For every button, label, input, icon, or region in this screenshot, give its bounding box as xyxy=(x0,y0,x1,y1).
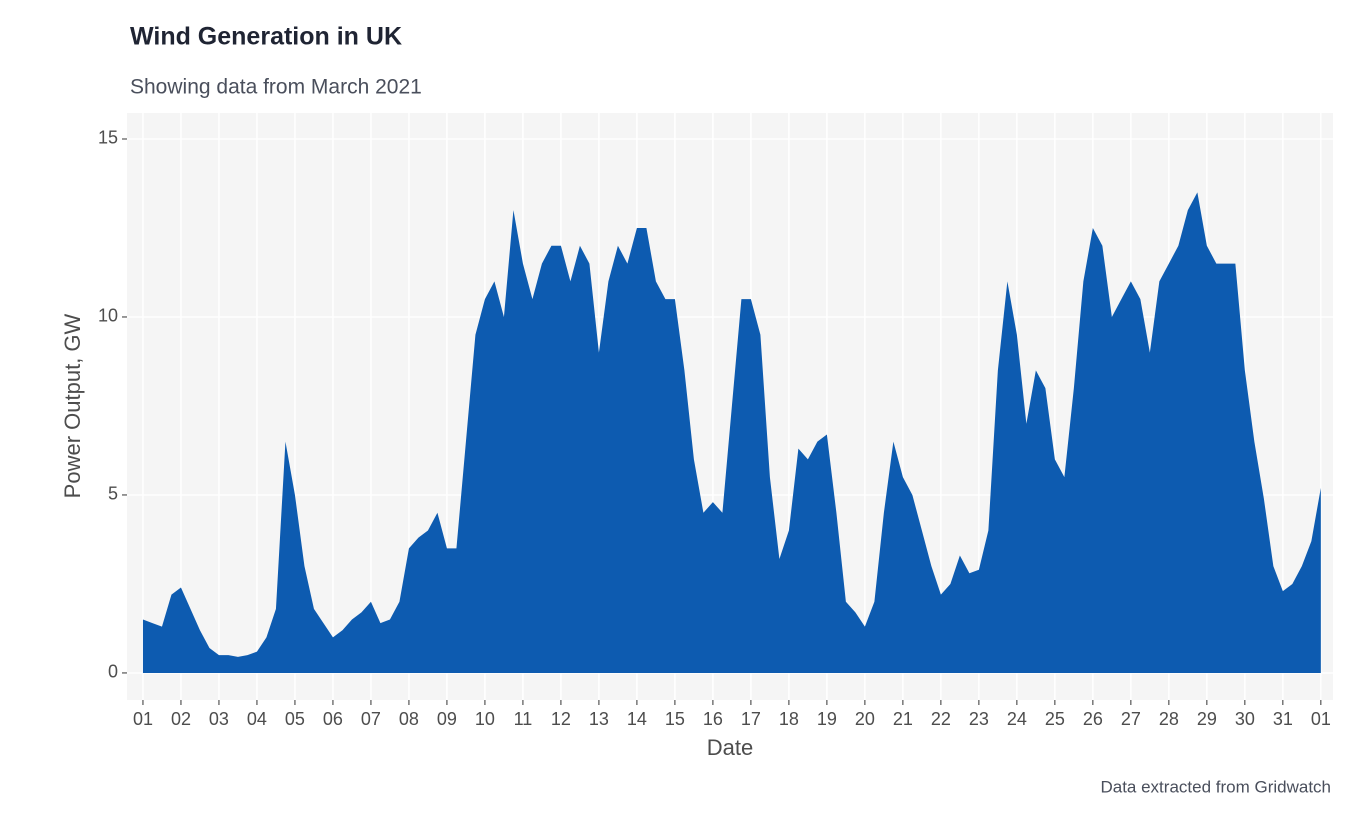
x-tick-label: 23 xyxy=(969,709,989,729)
x-tick-label: 10 xyxy=(475,709,495,729)
y-tick-label: 0 xyxy=(108,662,118,682)
x-tick-label: 07 xyxy=(361,709,381,729)
x-tick-label: 29 xyxy=(1197,709,1217,729)
x-tick-label: 01 xyxy=(1311,709,1331,729)
x-tick-label: 18 xyxy=(779,709,799,729)
x-tick-label: 27 xyxy=(1121,709,1141,729)
x-tick-label: 26 xyxy=(1083,709,1103,729)
x-tick-label: 15 xyxy=(665,709,685,729)
x-tick-label: 09 xyxy=(437,709,457,729)
x-tick-label: 11 xyxy=(514,709,533,729)
x-tick-label: 13 xyxy=(589,709,609,729)
x-tick-label: 04 xyxy=(247,709,267,729)
x-tick-label: 12 xyxy=(551,709,571,729)
x-tick-label: 06 xyxy=(323,709,343,729)
x-tick-label: 14 xyxy=(627,709,647,729)
x-tick-label: 16 xyxy=(703,709,723,729)
x-tick-label: 01 xyxy=(133,709,153,729)
x-tick-label: 21 xyxy=(893,709,913,729)
x-tick-label: 22 xyxy=(931,709,951,729)
x-tick-label: 31 xyxy=(1273,709,1293,729)
chart-title: Wind Generation in UK xyxy=(130,23,402,51)
y-axis-title: Power Output, GW xyxy=(60,313,85,498)
x-tick-label: 02 xyxy=(171,709,191,729)
x-tick-label: 30 xyxy=(1235,709,1255,729)
area xyxy=(142,192,1321,673)
x-tick-label: 24 xyxy=(1007,709,1027,729)
x-tick-label: 20 xyxy=(855,709,875,729)
y-tick-label: 5 xyxy=(108,484,118,504)
x-tick-label: 25 xyxy=(1045,709,1065,729)
chart-subtitle: Showing data from March 2021 xyxy=(130,76,422,99)
x-tick-label: 19 xyxy=(817,709,837,729)
x-axis-title: Date xyxy=(707,735,753,760)
x-tick-label: 08 xyxy=(399,709,419,729)
y-tick-label: 15 xyxy=(98,128,118,148)
x-tick-label: 28 xyxy=(1159,709,1179,729)
x-tick-label: 03 xyxy=(209,709,229,729)
x-tick-label: 17 xyxy=(741,709,761,729)
y-tick-label: 10 xyxy=(98,306,118,326)
caption: Data extracted from Gridwatch xyxy=(1100,777,1331,796)
x-tick-label: 05 xyxy=(285,709,305,729)
